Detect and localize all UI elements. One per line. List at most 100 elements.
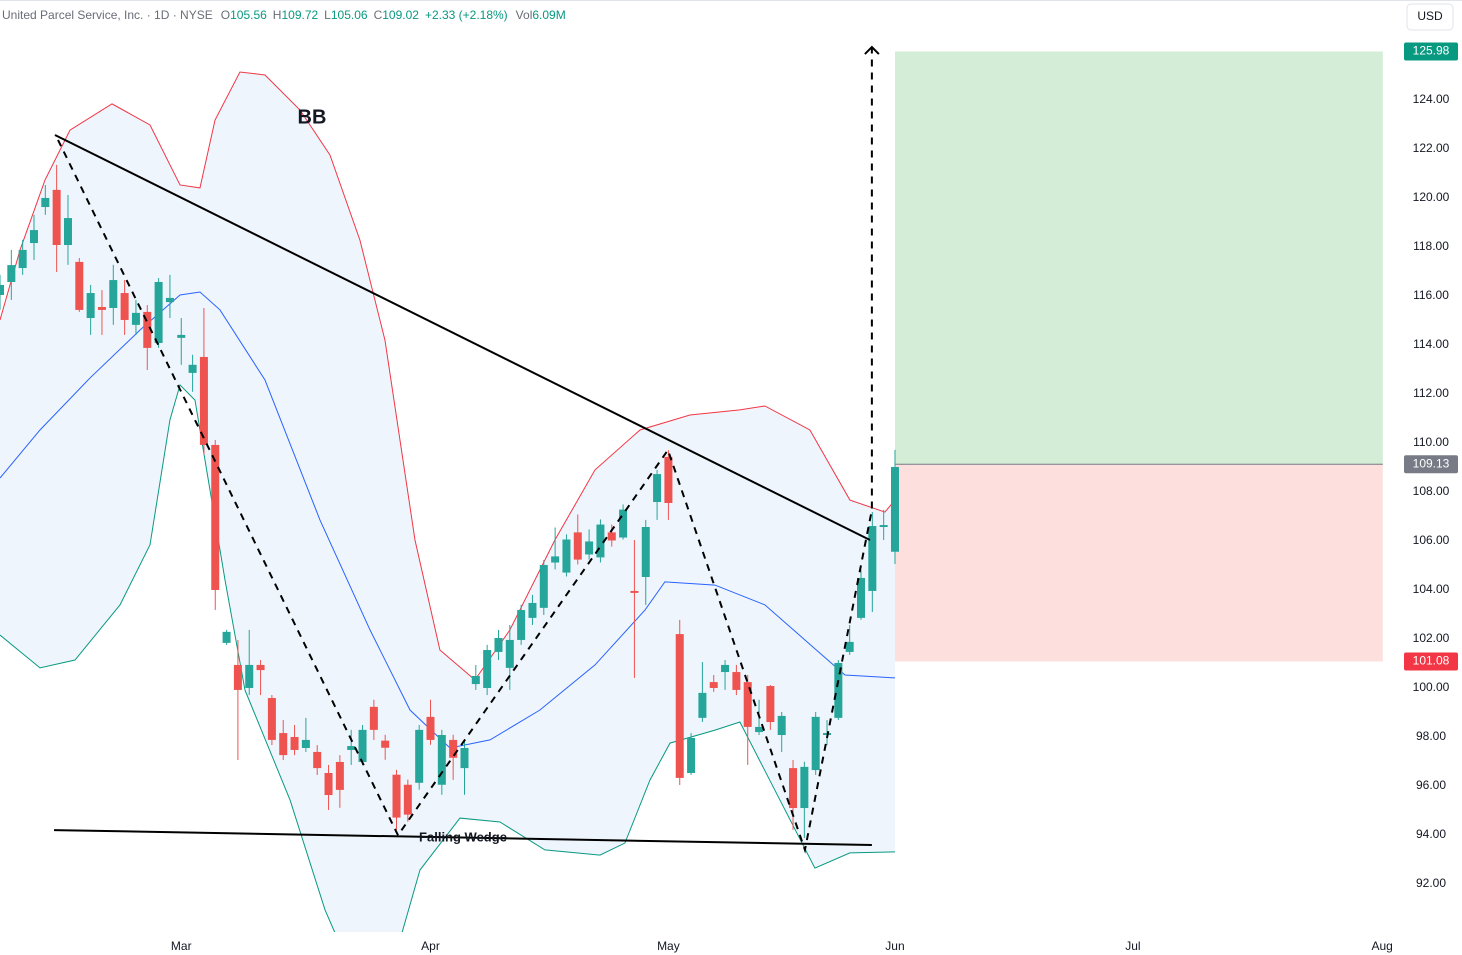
ohlc-label: O [221, 8, 230, 22]
axes: 92.00 94.00 96.00 98.00 100.00 102.00 104.00 10… [171, 42, 1458, 953]
symbol: United Parcel Service, Inc. · 1D · NYSE [2, 8, 213, 22]
candle-body [607, 532, 616, 541]
candle-body [41, 197, 50, 208]
candle-body [267, 698, 276, 740]
trend-line [54, 134, 871, 541]
candle-body [256, 664, 265, 671]
candle-body [641, 527, 650, 577]
price-badge-label: 109.13 [1413, 456, 1450, 470]
candle-body [505, 639, 514, 668]
candle-body [890, 466, 899, 552]
x-tick-label: Jun [885, 939, 904, 953]
y-tick-label: 94.00 [1416, 827, 1446, 841]
candle-body [7, 265, 16, 283]
candle-body [199, 356, 208, 445]
candle-body [800, 766, 809, 809]
candle-body [573, 532, 582, 560]
candle-body [755, 726, 764, 733]
candle-body [403, 784, 412, 815]
candle-body [664, 456, 673, 503]
candle-body [471, 675, 480, 685]
candle-body [460, 748, 469, 769]
y-tick-label: 122.00 [1413, 141, 1450, 155]
candle-body [120, 293, 129, 320]
candle-body [0, 284, 4, 295]
y-tick-label: 92.00 [1416, 876, 1446, 890]
candle-body [562, 539, 571, 573]
candle-body [675, 634, 684, 778]
candle-body [211, 444, 220, 590]
candle-body [369, 706, 378, 730]
candle-body [301, 739, 310, 749]
candle-body [630, 590, 639, 593]
candle-body [233, 664, 242, 690]
y-tick-label: 100.00 [1413, 680, 1450, 694]
candle-body [154, 282, 163, 344]
y-tick-label: 104.00 [1413, 582, 1450, 596]
candle-body [426, 716, 435, 740]
candle-body [290, 736, 299, 750]
y-tick-label: 112.00 [1413, 386, 1449, 400]
ohlc-label: H [273, 8, 282, 22]
candle-body [222, 631, 231, 643]
candle-body [437, 735, 446, 785]
candle-body [596, 524, 605, 558]
candle-body [313, 751, 322, 769]
candle-body [857, 577, 866, 618]
y-tick-label: 106.00 [1413, 533, 1450, 547]
y-tick-label: 96.00 [1416, 778, 1446, 792]
candle-body [811, 716, 820, 771]
candle-body [335, 761, 344, 790]
ohlc-value: 105.06 [331, 8, 368, 22]
candle-body [86, 293, 95, 319]
band-line [0, 383, 896, 932]
candle-body [845, 641, 854, 652]
header: United Parcel Service, Inc. · 1D · NYSE O… [2, 8, 566, 22]
candle-body [109, 280, 118, 308]
currency-button[interactable] [1406, 3, 1454, 31]
candle-body [279, 733, 288, 756]
candle-body [585, 541, 594, 555]
candle-body [653, 474, 662, 503]
y-tick-label: 120.00 [1413, 190, 1450, 204]
candle-body [619, 509, 628, 538]
arrow-head [864, 45, 880, 55]
candle-body [449, 739, 458, 758]
candle-body [766, 686, 775, 723]
candle-body [789, 768, 798, 809]
y-tick-label: 98.00 [1416, 729, 1446, 743]
price-badge-label: 101.08 [1413, 654, 1450, 668]
price-badge [1404, 455, 1458, 474]
candle-body [177, 334, 186, 338]
candle-body [777, 715, 786, 736]
candle-body [868, 526, 877, 591]
candle-body [834, 662, 843, 718]
ohlc-value: 109.02 [382, 8, 419, 22]
candle-body [687, 737, 696, 773]
candle-body [188, 364, 197, 373]
candle-body [551, 556, 560, 563]
trend-line [54, 829, 872, 847]
volume-label: Vol [516, 8, 533, 22]
candle-body [97, 306, 106, 310]
annotation: BB [298, 106, 327, 128]
change: +2.33 (+2.18%) [425, 8, 508, 22]
band-line [0, 71, 896, 681]
y-tick-label: 116.00 [1413, 288, 1449, 302]
stop-zone [894, 464, 1383, 662]
ohlc-label: L [324, 8, 331, 22]
target-zone [894, 51, 1383, 465]
y-tick-label: 114.00 [1413, 337, 1449, 351]
candle-body [324, 772, 333, 796]
candle-body [347, 746, 356, 750]
candle-body [415, 729, 424, 783]
candle-body [539, 564, 548, 608]
currency[interactable]: USD [1417, 9, 1443, 23]
candle-body [143, 311, 152, 348]
candle-body [528, 602, 537, 618]
y-tick-label: 110.00 [1413, 435, 1449, 449]
x-tick-label: May [657, 939, 680, 953]
candle-body [721, 664, 730, 673]
